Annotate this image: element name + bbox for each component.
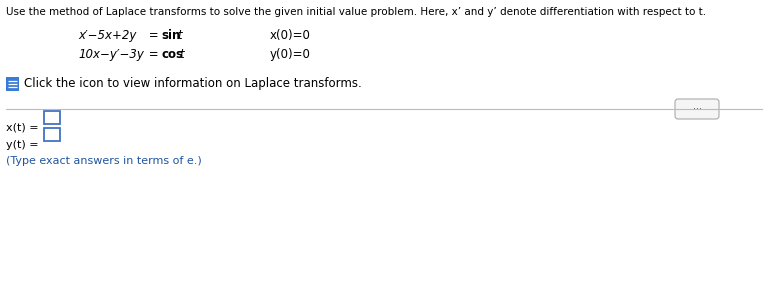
Text: cos: cos — [161, 48, 183, 61]
FancyBboxPatch shape — [6, 77, 19, 91]
Text: =: = — [145, 29, 162, 42]
FancyBboxPatch shape — [44, 111, 60, 124]
Text: (Type exact answers in terms of e.): (Type exact answers in terms of e.) — [6, 156, 202, 166]
Text: x(0)=0: x(0)=0 — [270, 29, 311, 42]
Text: y(0)=0: y(0)=0 — [270, 48, 311, 61]
Text: x′−5x+2y: x′−5x+2y — [78, 29, 137, 42]
Text: y(t) =: y(t) = — [6, 140, 38, 150]
Text: Click the icon to view information on Laplace transforms.: Click the icon to view information on La… — [24, 77, 362, 90]
Text: t: t — [177, 29, 181, 42]
Text: Use the method of Laplace transforms to solve the given initial value problem. H: Use the method of Laplace transforms to … — [6, 7, 706, 17]
FancyBboxPatch shape — [675, 99, 719, 119]
Text: t: t — [179, 48, 184, 61]
Text: 10x−y′−3y: 10x−y′−3y — [78, 48, 144, 61]
FancyBboxPatch shape — [44, 128, 60, 141]
Text: =: = — [145, 48, 162, 61]
Text: x(t) =: x(t) = — [6, 123, 38, 133]
Text: sin: sin — [161, 29, 180, 42]
Text: ···: ··· — [693, 104, 701, 114]
